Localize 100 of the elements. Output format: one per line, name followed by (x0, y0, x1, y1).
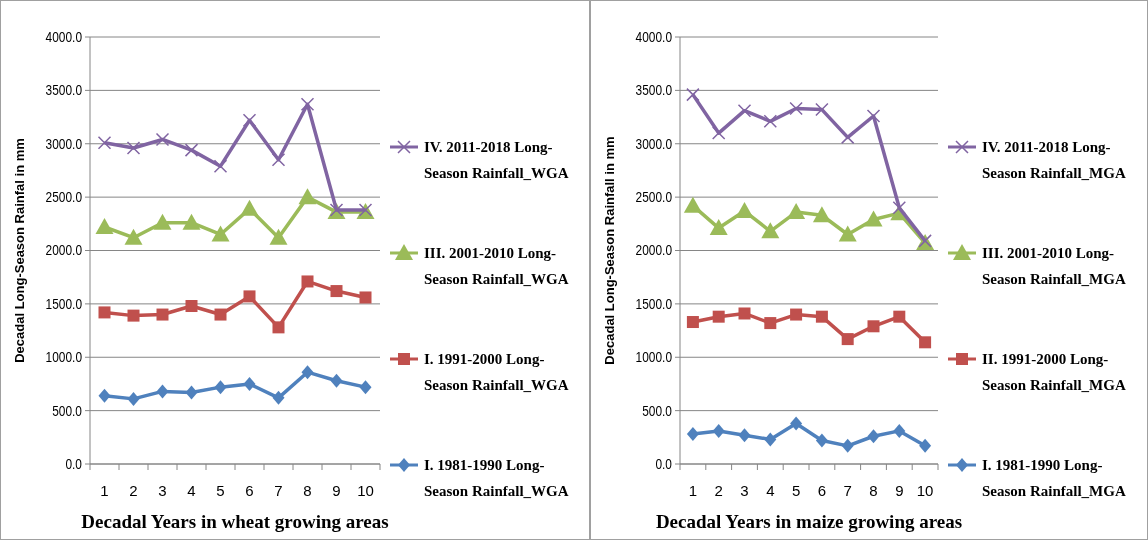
point (841, 438, 854, 453)
point (815, 433, 828, 448)
point (838, 225, 857, 242)
point (213, 159, 228, 173)
point (301, 275, 314, 288)
point (298, 188, 317, 205)
point (272, 321, 285, 334)
point (712, 423, 725, 438)
point (815, 310, 828, 323)
point (300, 97, 315, 111)
point (686, 87, 700, 102)
x-tick-label: 2 (129, 482, 138, 499)
x-axis-title: Decadal Years in maize growing areas (655, 511, 963, 532)
y-axis-title: Decadal Long-Season Rainfal in mm (12, 138, 27, 363)
point (761, 222, 780, 239)
point (271, 153, 286, 167)
point (919, 438, 932, 453)
point (272, 390, 285, 405)
x-tick-label: 9 (895, 482, 904, 499)
point (893, 423, 906, 438)
y-tick-label: 3500.0 (45, 82, 82, 99)
x-tick-label: 3 (158, 482, 167, 499)
x-tick-label: 1 (688, 482, 698, 499)
x-tick-label: 8 (303, 482, 312, 499)
x-tick-label: 7 (274, 482, 283, 499)
legend-label: IV. 2011-2018 Long-Season Rainfall_MGA (982, 139, 1126, 182)
point (735, 202, 754, 218)
point (712, 310, 725, 323)
point (182, 213, 201, 230)
point (892, 201, 907, 215)
point (359, 291, 372, 304)
point (153, 213, 172, 230)
point (301, 365, 314, 380)
point (243, 290, 256, 303)
y-tick-label: 500.0 (642, 402, 672, 419)
point (185, 385, 198, 400)
x-tick-label: 1 (100, 482, 109, 499)
point (893, 310, 906, 323)
point (98, 388, 111, 403)
point (787, 203, 806, 220)
y-tick-label: 500.0 (52, 402, 82, 419)
legend-label: IV. 2011-2018 Long-Season Rainfall_WGA (424, 139, 569, 182)
y-tick-label: 0.0 (655, 455, 672, 473)
point (812, 206, 831, 223)
y-tick-label: 2500.0 (635, 189, 672, 206)
point (359, 380, 372, 395)
point (711, 126, 726, 140)
y-tick-label: 2000.0 (635, 242, 672, 259)
point (790, 308, 803, 321)
x-tick-label: 10 (357, 482, 374, 499)
point (763, 114, 778, 129)
legend-label: I. 1981-1990 Long-Season Rainfall_WGA (424, 457, 569, 500)
y-tick-label: 4000.0 (45, 28, 82, 46)
point (738, 428, 751, 443)
point (709, 219, 728, 236)
point (95, 218, 114, 235)
y-tick-label: 3500.0 (635, 82, 672, 99)
point (98, 306, 111, 319)
point (211, 225, 230, 242)
x-tick-label: 6 (817, 482, 827, 499)
point (243, 376, 256, 391)
x-axis-title: Decadal Years in wheat growing areas (81, 511, 389, 532)
y-tick-label: 2000.0 (45, 242, 82, 259)
y-tick-label: 4000.0 (635, 28, 672, 46)
point (867, 320, 880, 333)
point (764, 432, 777, 447)
y-axis-title: Decadal Long-Season Rainfall in mm (602, 136, 617, 365)
point (815, 102, 829, 117)
point (866, 109, 881, 123)
point (683, 196, 702, 213)
point (126, 141, 141, 155)
x-tick-label: 7 (843, 482, 852, 499)
point (686, 427, 699, 442)
point (764, 317, 777, 330)
point (841, 333, 854, 346)
point (330, 373, 343, 388)
point (330, 285, 343, 298)
legend-label: I. 1991-2000 Long-Season Rainfall_WGA (424, 351, 569, 394)
legend-label: II. 1991-2000 Long-Season Rainfall_MGA (982, 351, 1126, 394)
x-tick-label: 4 (766, 482, 775, 499)
point (156, 308, 169, 321)
point (864, 210, 883, 227)
x-tick-label: 3 (740, 482, 749, 499)
legend-label: III. 2001-2010 Long-Season Rainfall_MGA (982, 245, 1126, 288)
point (185, 300, 198, 313)
y-tick-label: 1500.0 (635, 295, 672, 313)
y-tick-label: 3000.0 (45, 135, 82, 152)
point (127, 391, 140, 406)
point (214, 308, 227, 321)
point (737, 103, 752, 118)
x-tick-label: 8 (869, 482, 878, 499)
y-tick-label: 1500.0 (45, 295, 82, 313)
x-tick-label: 2 (714, 482, 723, 499)
point (156, 384, 169, 399)
legend-label: III. 2001-2010 Long-Season Rainfall_WGA (424, 245, 569, 288)
legend-label: I. 1981-1990 Long-Season Rainfall_MGA (982, 457, 1126, 500)
point (738, 307, 751, 320)
point (686, 316, 699, 329)
point (789, 101, 803, 116)
point (240, 199, 259, 216)
